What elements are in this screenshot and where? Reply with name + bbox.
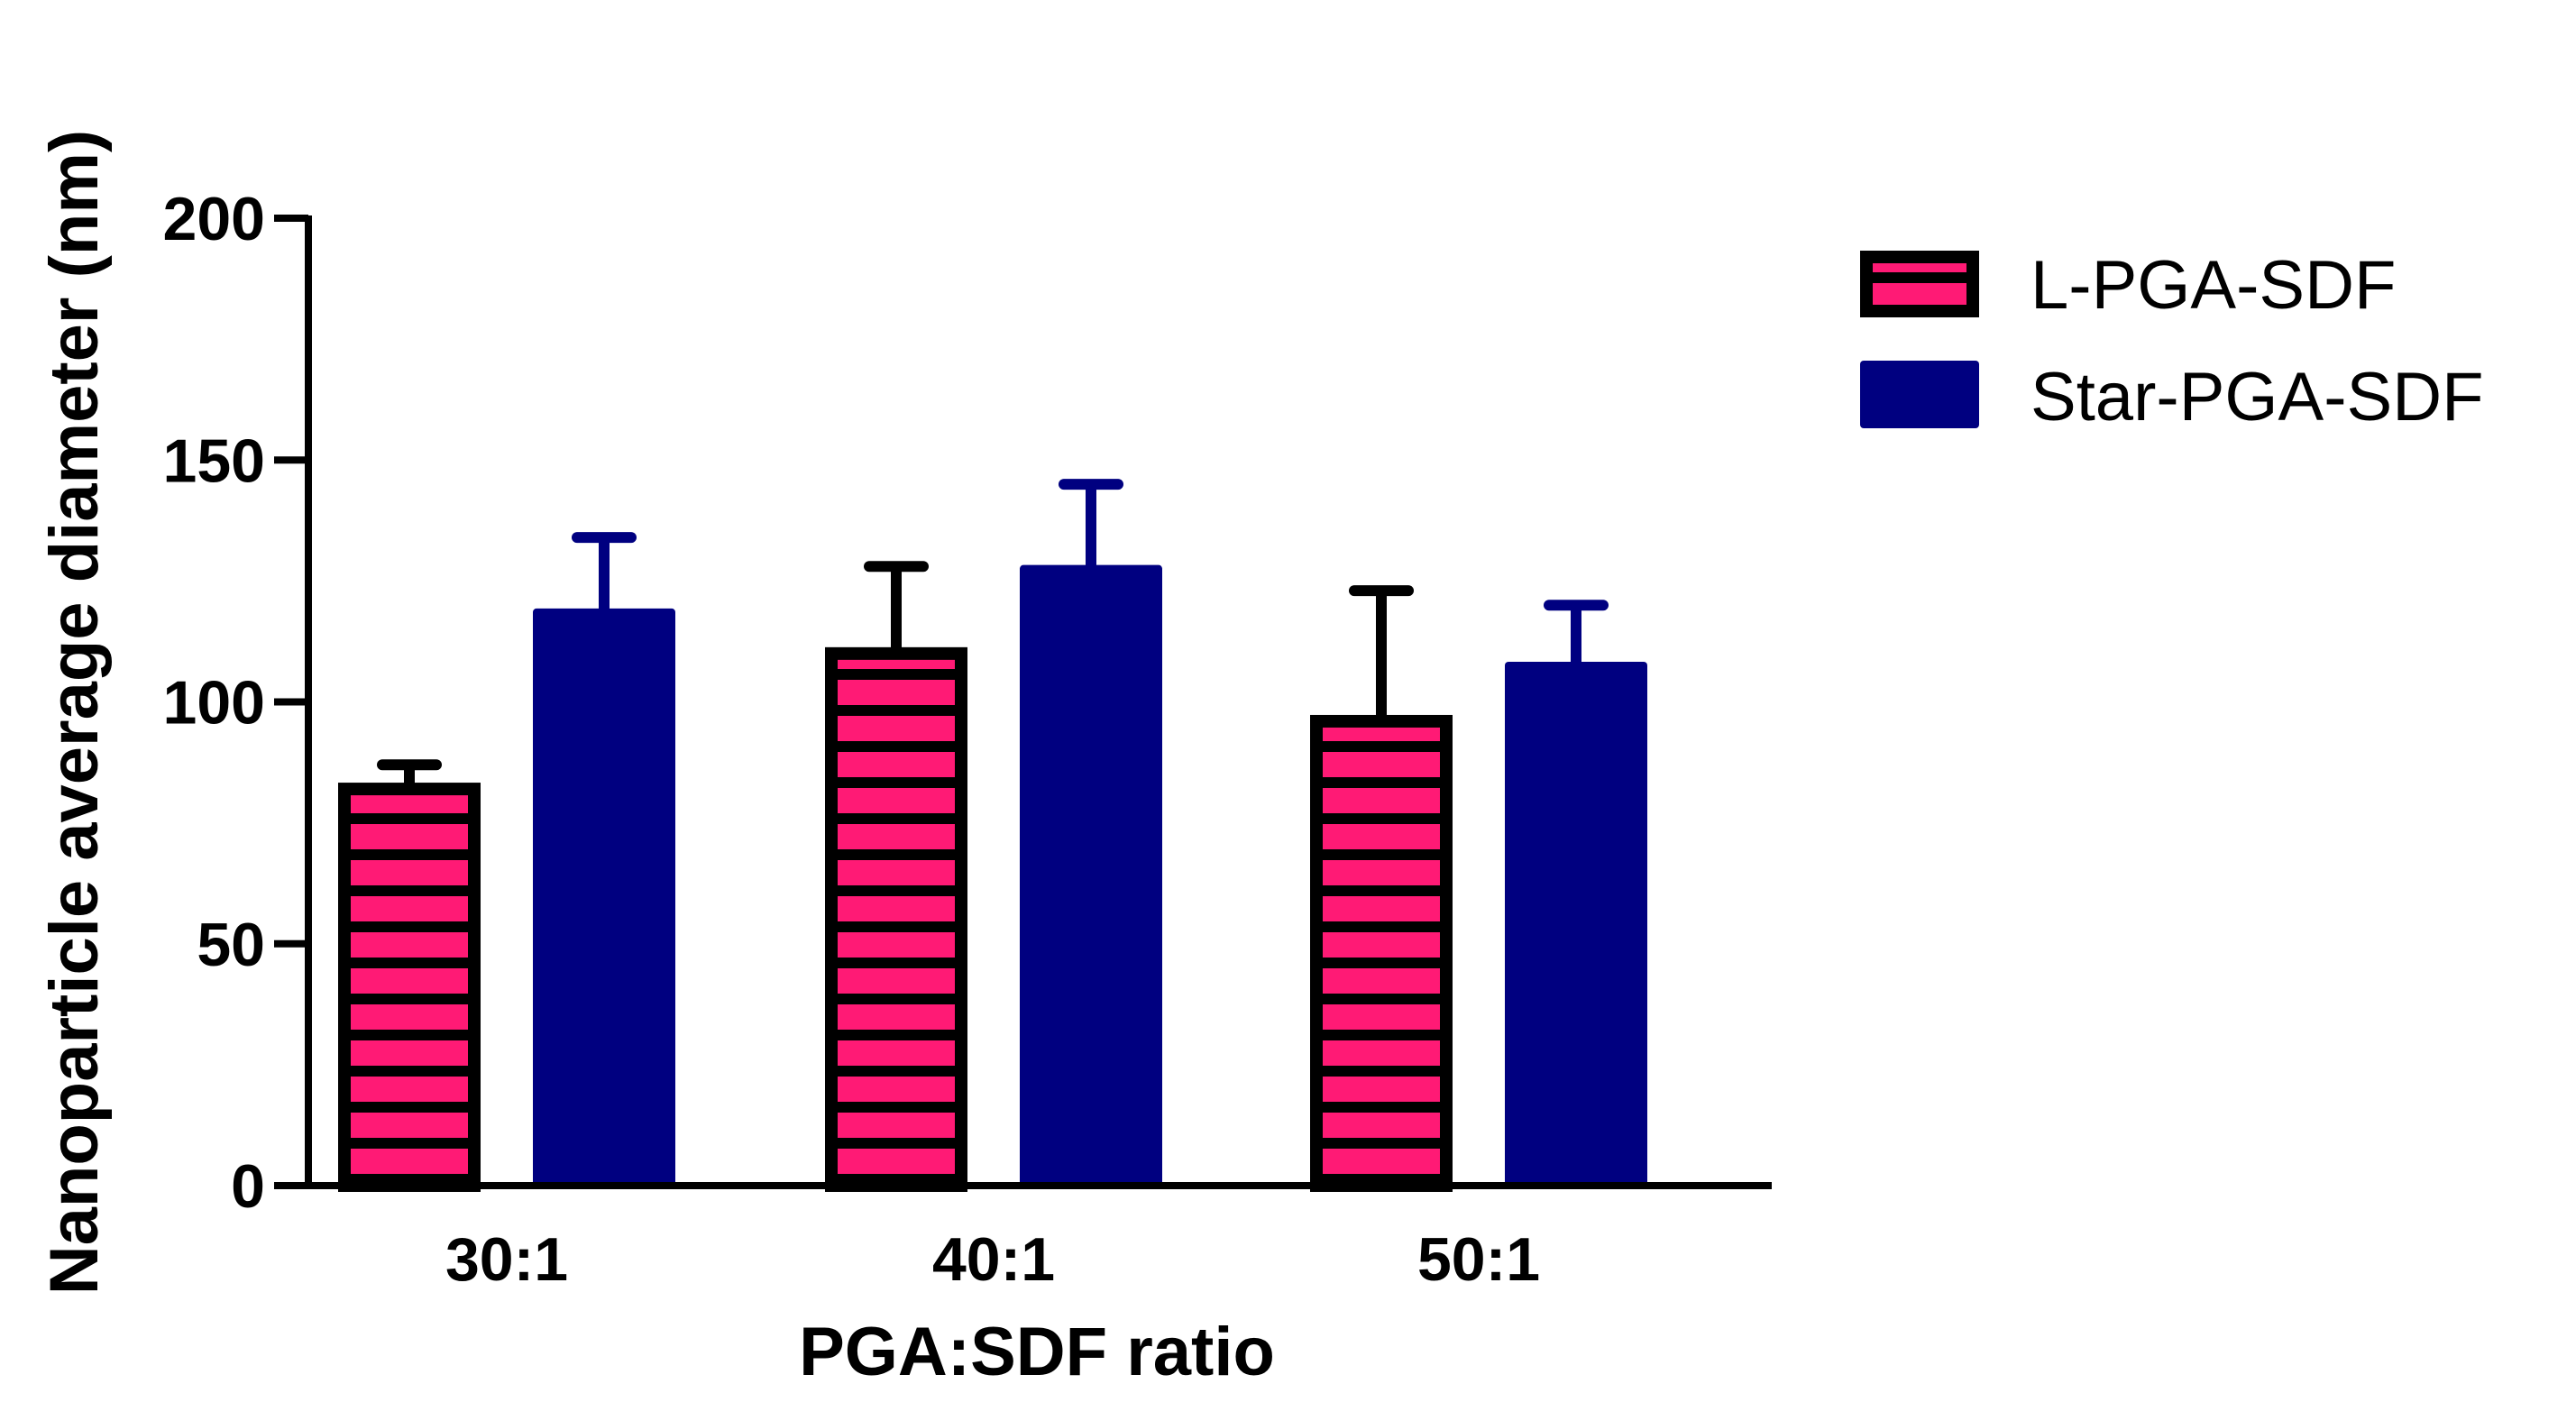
- plot-area: [338, 564, 1647, 1192]
- legend-label-l-pga-sdf: L-PGA-SDF: [2031, 247, 2396, 324]
- bar-star-pga-sdf-40-1: [1020, 564, 1162, 1186]
- bar-l-pga-sdf-30-1: [338, 783, 481, 1192]
- bar-star-pga-sdf-50-1: [1505, 661, 1647, 1186]
- x-tick-label-30-1: 30:1: [445, 1225, 568, 1294]
- bar-l-pga-sdf-50-1: [1310, 714, 1453, 1192]
- x-tick-label-50-1: 50:1: [1417, 1225, 1540, 1294]
- y-tick-label-200: 200: [163, 185, 265, 253]
- x-axis-ticks: 30:1 40:1 50:1: [445, 1225, 1540, 1294]
- legend-label-star-pga-sdf: Star-PGA-SDF: [2031, 359, 2484, 435]
- legend-swatch-star-pga-sdf: [1860, 361, 1979, 428]
- legend-swatch-l-pga-sdf: [1860, 251, 1979, 317]
- legend: L-PGA-SDF Star-PGA-SDF: [1860, 247, 2484, 435]
- bar-l-pga-sdf-40-1: [825, 646, 967, 1192]
- y-tick-label-150: 150: [163, 426, 265, 495]
- error-bars: [377, 479, 1609, 790]
- x-tick-label-40-1: 40:1: [932, 1225, 1055, 1294]
- y-tick-label-50: 50: [197, 911, 265, 979]
- y-tick-label-0: 0: [231, 1152, 265, 1221]
- x-axis-title: PGA:SDF ratio: [799, 1314, 1275, 1390]
- bar-star-pga-sdf-30-1: [533, 608, 675, 1186]
- y-axis-ticks: 0 50 100 150 200: [163, 185, 308, 1221]
- y-axis-title: Nanoparticle average diameter (nm): [36, 130, 113, 1295]
- y-tick-label-100: 100: [163, 669, 265, 738]
